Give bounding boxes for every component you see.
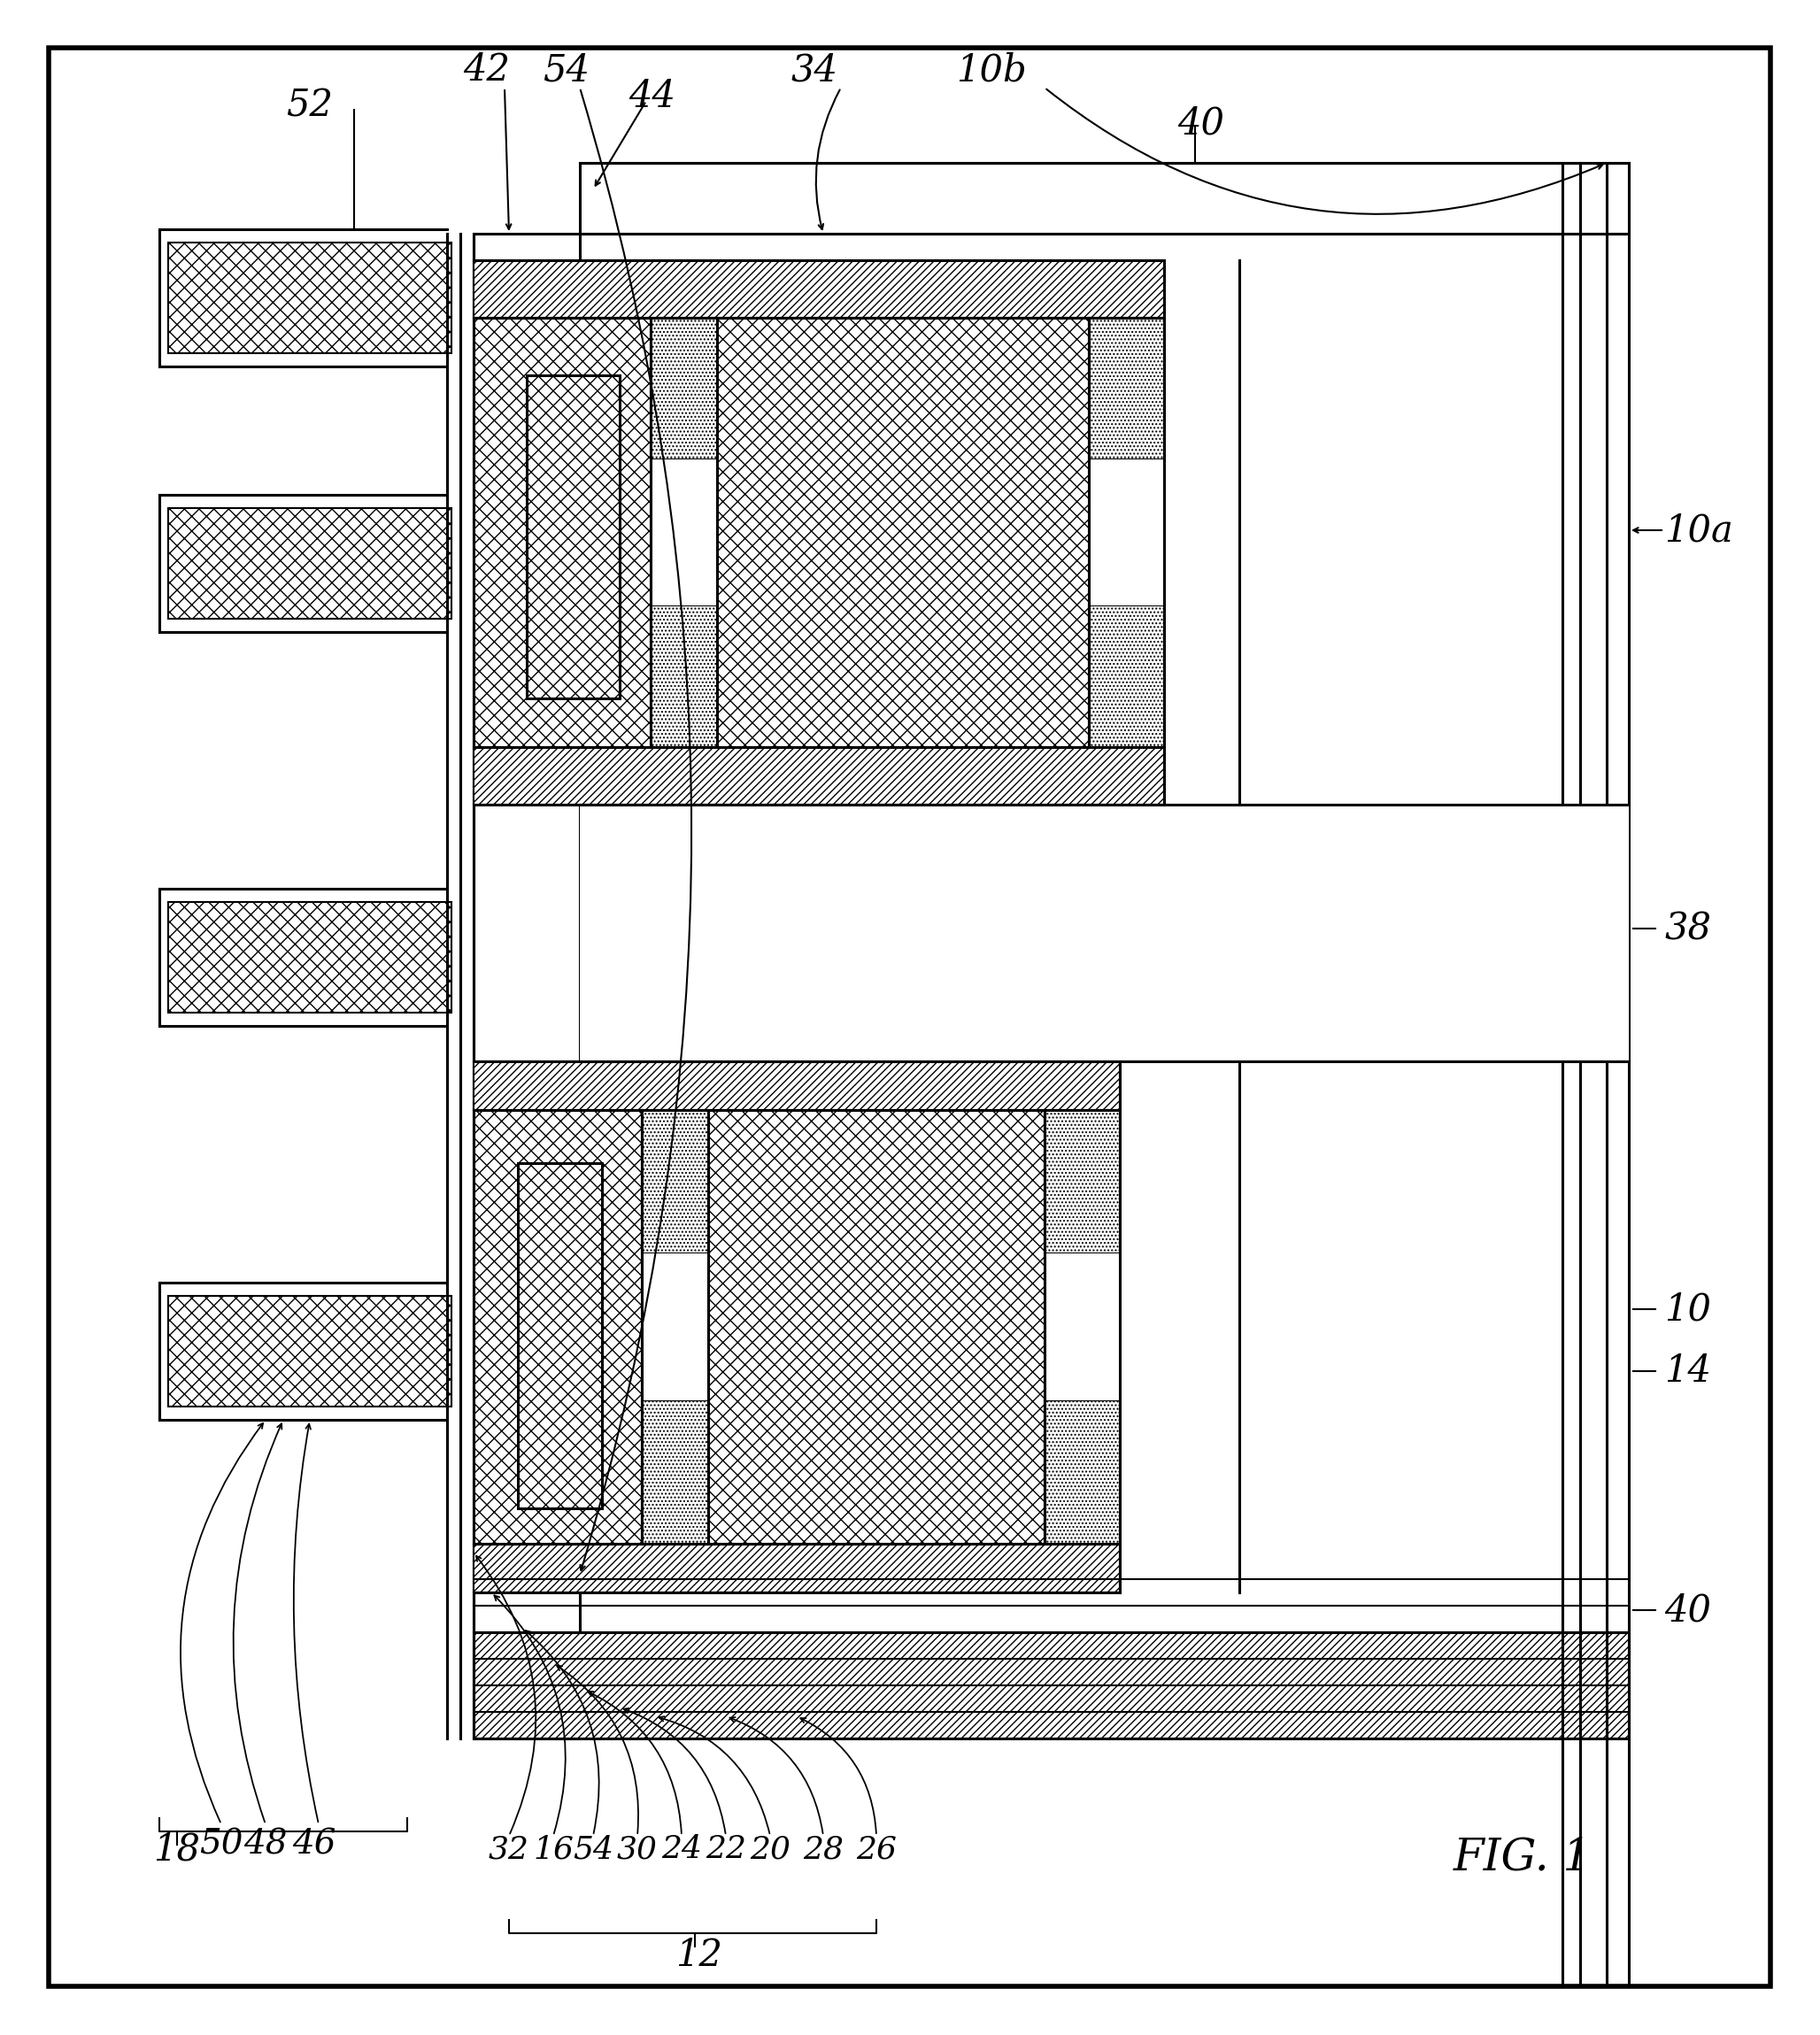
Bar bbox=[1045, 1254, 1119, 1400]
Text: 24: 24 bbox=[661, 1834, 703, 1864]
Bar bbox=[473, 260, 1165, 317]
Text: 38: 38 bbox=[1663, 910, 1711, 946]
Text: 30: 30 bbox=[617, 1834, 657, 1864]
Text: 54: 54 bbox=[542, 51, 590, 88]
Bar bbox=[473, 1545, 1119, 1593]
Bar bbox=[473, 747, 1165, 804]
Text: 52: 52 bbox=[286, 88, 333, 124]
Bar bbox=[650, 604, 717, 747]
Bar bbox=[167, 509, 451, 619]
Bar bbox=[650, 317, 717, 460]
Text: 40: 40 bbox=[1178, 104, 1225, 142]
Text: 50: 50 bbox=[200, 1827, 244, 1862]
Bar bbox=[473, 1062, 1119, 1109]
Text: 44: 44 bbox=[628, 77, 675, 116]
Text: 40: 40 bbox=[1663, 1591, 1711, 1628]
Text: 10a: 10a bbox=[1663, 511, 1733, 549]
Text: 26: 26 bbox=[855, 1834, 897, 1864]
Bar bbox=[167, 1296, 451, 1406]
Bar bbox=[642, 1109, 708, 1254]
Bar bbox=[519, 1164, 602, 1508]
Text: 18: 18 bbox=[153, 1831, 200, 1868]
Bar bbox=[1045, 1109, 1119, 1254]
Bar bbox=[642, 1400, 708, 1545]
Bar bbox=[473, 1109, 642, 1545]
Text: 16: 16 bbox=[533, 1834, 573, 1864]
Bar bbox=[642, 1254, 708, 1400]
Text: 14: 14 bbox=[1663, 1353, 1711, 1390]
Text: 32: 32 bbox=[488, 1834, 530, 1864]
Text: 46: 46 bbox=[293, 1827, 337, 1862]
Bar bbox=[708, 1109, 1045, 1545]
Bar bbox=[167, 242, 451, 354]
Bar bbox=[717, 317, 1088, 747]
Text: 10: 10 bbox=[1663, 1290, 1711, 1327]
Text: 48: 48 bbox=[244, 1827, 288, 1862]
Text: 34: 34 bbox=[792, 51, 837, 88]
Bar bbox=[581, 163, 1629, 234]
Text: FIG. 1: FIG. 1 bbox=[1454, 1836, 1592, 1880]
Bar bbox=[167, 902, 451, 1013]
Bar bbox=[1088, 604, 1165, 747]
Bar bbox=[473, 234, 581, 1738]
Text: 28: 28 bbox=[803, 1834, 844, 1864]
Bar bbox=[1088, 460, 1165, 604]
Bar bbox=[650, 460, 717, 604]
Text: 12: 12 bbox=[675, 1937, 723, 1974]
Bar bbox=[1088, 317, 1165, 460]
Bar bbox=[581, 804, 1629, 1062]
Bar bbox=[1045, 1400, 1119, 1545]
Bar bbox=[526, 374, 619, 698]
Text: 22: 22 bbox=[706, 1834, 746, 1864]
Text: 10b: 10b bbox=[956, 51, 1026, 88]
Bar bbox=[473, 1632, 1629, 1738]
Text: 20: 20 bbox=[750, 1834, 790, 1864]
Text: 42: 42 bbox=[464, 51, 510, 88]
Text: 54: 54 bbox=[573, 1834, 613, 1864]
Bar bbox=[473, 317, 650, 747]
